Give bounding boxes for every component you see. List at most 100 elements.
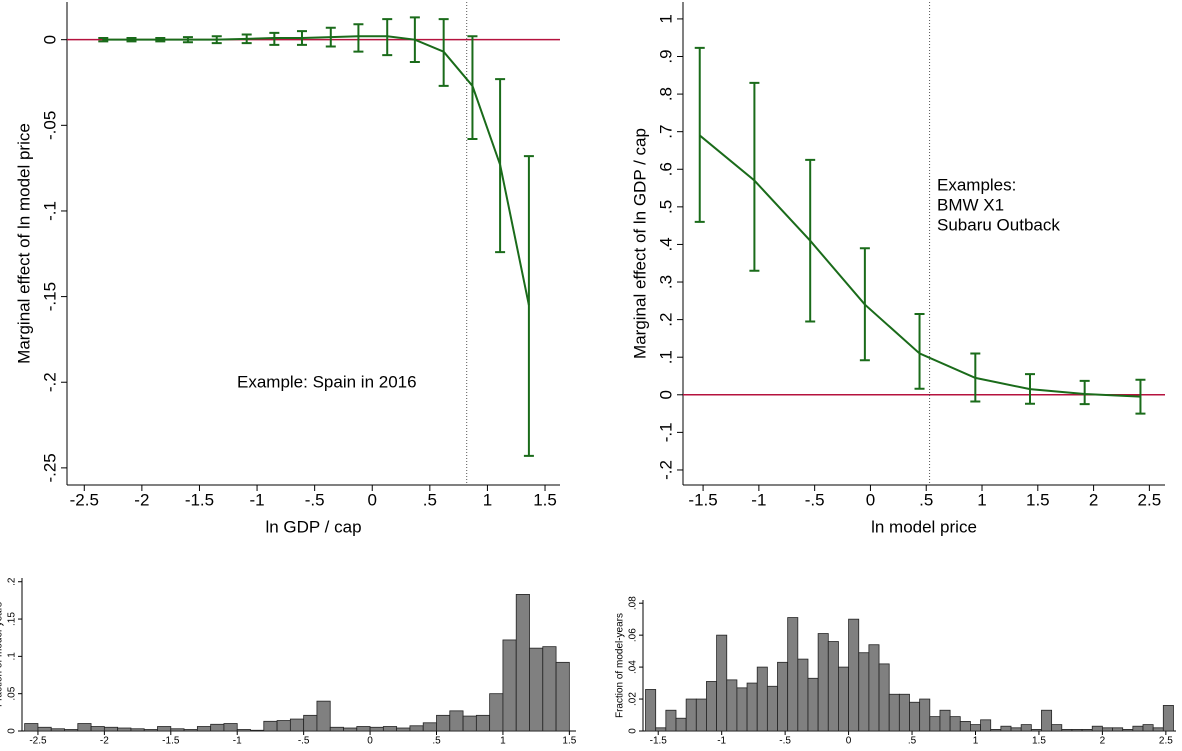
x-tick-label: .5 xyxy=(423,491,437,510)
x-tick-label: -.5 xyxy=(305,491,325,510)
bar xyxy=(303,714,318,732)
bar xyxy=(919,698,931,732)
bar xyxy=(329,726,344,732)
bar xyxy=(868,644,880,732)
bar xyxy=(1152,727,1164,732)
x-tick-label: 0 xyxy=(368,491,377,510)
y-axis-title: Marginal effect of ln model price xyxy=(14,123,33,364)
bar xyxy=(665,709,677,732)
y-axis-title: Fraction of model-years xyxy=(615,613,626,718)
line xyxy=(103,35,530,306)
bar xyxy=(210,723,225,732)
bar xyxy=(250,729,265,732)
bar xyxy=(462,715,477,732)
x-tick-label: 1 xyxy=(483,491,492,510)
x-tick-label: -1.5 xyxy=(650,736,668,747)
bar xyxy=(655,727,667,732)
bar xyxy=(1112,727,1124,732)
x-tick-label: 1 xyxy=(977,491,986,510)
x-tick-label: -2.5 xyxy=(70,491,99,510)
bar xyxy=(1051,724,1063,732)
annotation: Example: Spain in 2016 xyxy=(237,372,417,391)
bar xyxy=(90,726,105,732)
bar xyxy=(888,693,900,732)
y-tick-label: .9 xyxy=(656,49,675,63)
bar xyxy=(878,663,890,732)
bar xyxy=(183,729,198,732)
bar xyxy=(807,677,819,732)
x-axis-title: ln GDP / cap xyxy=(265,517,361,536)
bar xyxy=(827,641,839,732)
bar xyxy=(489,693,504,732)
x-tick-label: 2 xyxy=(1100,736,1106,747)
bar xyxy=(746,682,758,732)
bar xyxy=(1030,729,1042,732)
x-tick-label: 1 xyxy=(500,736,506,747)
x-tick-label: -1 xyxy=(249,491,264,510)
bar xyxy=(766,685,778,732)
bar xyxy=(50,728,65,732)
bar xyxy=(130,728,145,732)
x-tick-label: 1.5 xyxy=(1032,736,1046,747)
bar xyxy=(675,717,687,732)
y-tick-label: .6 xyxy=(656,162,675,176)
y-tick-label: .02 xyxy=(628,692,639,706)
y-tick-label: -.2 xyxy=(40,372,59,392)
bar xyxy=(436,714,451,732)
bar xyxy=(858,652,870,732)
x-tick-label: -1.5 xyxy=(162,736,180,747)
bar xyxy=(777,661,789,732)
x-tick-label: -2 xyxy=(134,491,149,510)
x-tick-label: -1 xyxy=(751,491,766,510)
x-tick-label: -1 xyxy=(717,736,726,747)
bar xyxy=(103,726,119,732)
bar xyxy=(980,719,992,732)
bar xyxy=(756,666,768,732)
x-tick-label: 1.5 xyxy=(1026,491,1050,510)
bar xyxy=(1041,709,1053,732)
bar xyxy=(143,729,158,732)
annotation: BMW X1 xyxy=(937,195,1004,214)
x-tick-label: 0 xyxy=(866,491,875,510)
panel: -2.5 -2 -1.5 -1 -.5 0 .5 1 1.5 -.25 -.2 -.15 -.1 -.05… xyxy=(14,2,560,536)
bar xyxy=(1132,725,1144,732)
y-tick-label: .06 xyxy=(628,628,639,642)
bar xyxy=(343,727,358,732)
y-tick-label: .15 xyxy=(7,612,18,626)
bar xyxy=(409,725,424,732)
bar xyxy=(797,658,809,732)
bar xyxy=(787,617,799,732)
y-tick-label: .1 xyxy=(7,652,18,661)
x-tick-label: 2.5 xyxy=(1138,491,1162,510)
x-tick-label: 1.5 xyxy=(533,491,557,510)
y-tick-label: 1 xyxy=(656,14,675,23)
bar xyxy=(838,666,849,732)
bar xyxy=(959,721,971,732)
bar xyxy=(1162,705,1174,732)
x-tick-label: -.5 xyxy=(805,491,825,510)
y-tick-label: 0 xyxy=(628,728,639,734)
bar xyxy=(369,726,384,732)
bar xyxy=(263,720,278,732)
y-tick-label: 0 xyxy=(656,390,675,399)
x-tick-label: 0 xyxy=(846,736,852,747)
bar xyxy=(382,726,398,732)
x-tick-label: -1.5 xyxy=(688,491,717,510)
panel: -1.5 -1 -.5 0 .5 1 1.5 2 2.5 0 .02 .04 .06 .08Fractio… xyxy=(615,596,1176,747)
error-bar xyxy=(914,312,925,390)
error-bar xyxy=(694,46,705,223)
y-tick-label: .08 xyxy=(628,596,639,610)
x-tick-label: 2.5 xyxy=(1159,736,1173,747)
bar xyxy=(117,727,132,732)
x-tick-label: -2.5 xyxy=(29,736,47,747)
bar xyxy=(1020,724,1032,732)
bar xyxy=(716,634,728,732)
bar xyxy=(170,728,185,732)
y-tick-label: .2 xyxy=(656,313,675,327)
bar xyxy=(736,687,748,732)
y-tick-label: .2 xyxy=(7,577,18,586)
y-axis-title: Marginal effect of ln GDP / cap xyxy=(630,128,649,359)
panel: -2.5 -2 -1.5 -1 -.5 0 .5 1 1.5 0 .05 .1 .15 .2 Fractio… xyxy=(0,577,577,747)
annotation: Subaru Outback xyxy=(937,215,1060,234)
x-tick-label: -1.5 xyxy=(185,491,214,510)
